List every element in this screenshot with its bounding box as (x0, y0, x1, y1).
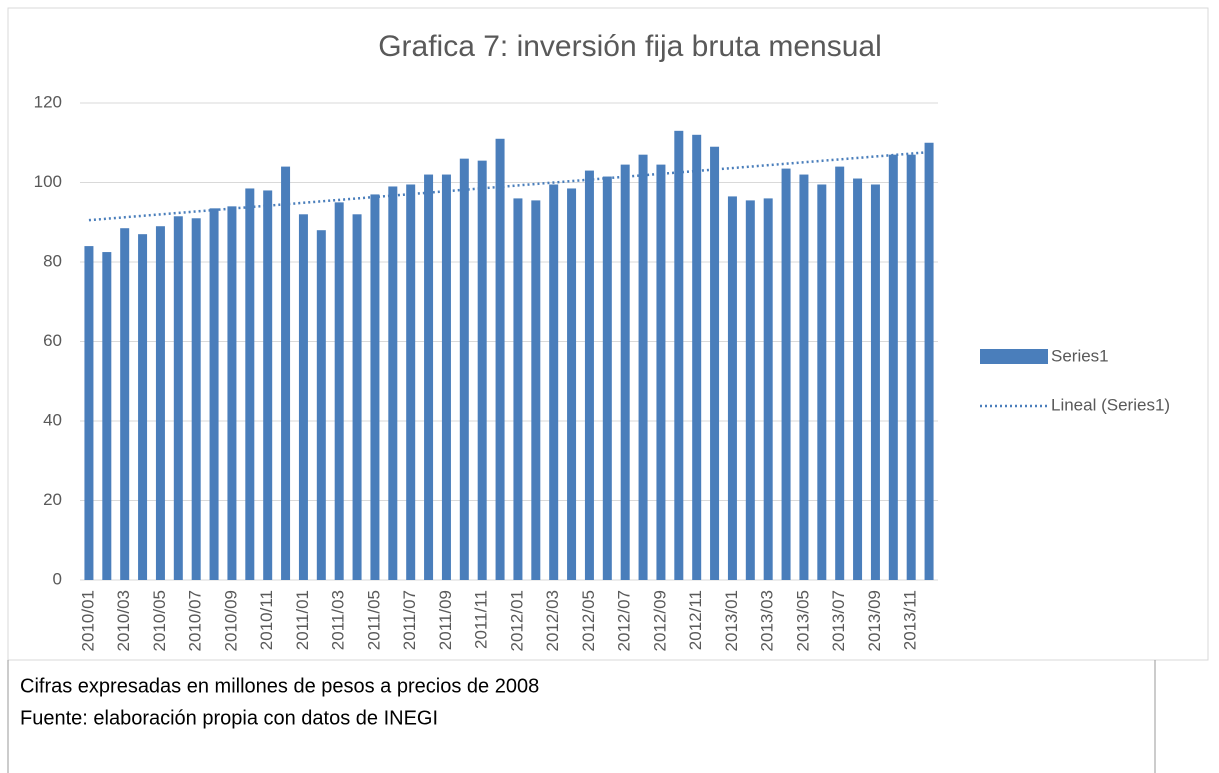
x-tick-label: 2012/07 (615, 590, 634, 651)
bar (710, 146, 720, 580)
note: Cifras expresadas en millones de pesos a… (20, 675, 539, 697)
x-tick-label: 2013/03 (758, 590, 777, 651)
bar (263, 190, 273, 580)
x-tick-label: 2010/07 (186, 590, 205, 651)
x-tick-label: 2011/01 (293, 590, 312, 650)
note: Fuente: elaboración propia con datos de … (20, 707, 438, 729)
bar (692, 134, 702, 581)
x-tick-label: 2012/01 (507, 590, 526, 651)
y-tick-label: 0 (53, 569, 62, 588)
bar (173, 216, 183, 580)
bar (870, 184, 880, 581)
bar (495, 138, 505, 580)
bar (209, 208, 219, 580)
trend-line (88, 150, 930, 222)
x-tick-label: 2011/07 (400, 590, 419, 650)
bar (155, 226, 165, 580)
bar (799, 174, 809, 581)
bar (441, 174, 451, 581)
bar (853, 178, 863, 580)
x-tick-label: 2010/11 (257, 590, 276, 650)
bar (531, 200, 541, 580)
bar (227, 206, 237, 580)
x-tick-label: 2011/11 (472, 590, 491, 649)
bar (513, 198, 523, 580)
x-tick-label: 2011/05 (364, 590, 383, 650)
legend-label: Series1 (1051, 346, 1109, 365)
x-tick-label: 2013/11 (901, 590, 920, 650)
bar (888, 154, 898, 581)
bar (459, 158, 469, 580)
bar (424, 174, 434, 581)
bar (781, 168, 791, 580)
bar (567, 188, 577, 580)
bar (602, 176, 612, 580)
bar (727, 196, 737, 580)
x-tick-label: 2013/05 (793, 590, 812, 651)
x-tick-label: 2012/05 (579, 590, 598, 651)
x-tick-label: 2013/01 (722, 590, 741, 651)
bar (138, 234, 148, 581)
bar (638, 154, 648, 581)
bar (835, 166, 845, 580)
bar (281, 166, 291, 580)
bar (674, 130, 684, 580)
y-tick-label: 80 (43, 251, 62, 270)
bar (906, 154, 916, 581)
bar (102, 252, 112, 580)
bar (316, 230, 326, 580)
x-tick-label: 2013/09 (865, 590, 884, 651)
x-tick-label: 2010/01 (78, 590, 97, 651)
x-tick-label: 2011/03 (329, 590, 348, 650)
bar (334, 202, 344, 580)
bar (352, 214, 362, 581)
x-tick-label: 2012/03 (543, 590, 562, 651)
bar (745, 200, 755, 580)
x-tick-label: 2012/11 (686, 590, 705, 650)
x-tick-label: 2010/09 (221, 590, 240, 651)
bar (620, 164, 630, 581)
x-tick-label: 2012/09 (650, 590, 669, 651)
bar (84, 246, 94, 580)
bar (388, 186, 398, 580)
y-tick-label: 20 (43, 490, 62, 509)
bar (817, 184, 827, 581)
y-tick-label: 40 (43, 410, 62, 429)
bar (120, 228, 130, 580)
x-tick-label: 2011/09 (436, 590, 455, 650)
chart-title: Grafica 7: inversión fija bruta mensual (378, 30, 882, 63)
bar (191, 218, 201, 580)
bar (245, 188, 255, 580)
bar (406, 184, 416, 581)
bar (549, 184, 559, 581)
legend-swatch (980, 349, 1048, 364)
bar (370, 194, 380, 581)
bar (584, 170, 594, 580)
bar (656, 164, 666, 581)
y-tick-label: 120 (34, 92, 62, 111)
y-tick-label: 60 (43, 331, 62, 350)
legend-label: Lineal (Series1) (1051, 395, 1170, 414)
x-tick-label: 2013/07 (829, 590, 848, 651)
bar (763, 198, 773, 580)
x-tick-label: 2010/03 (114, 590, 133, 651)
bar (477, 160, 487, 580)
bar (298, 214, 308, 581)
bar (924, 142, 934, 580)
y-tick-label: 100 (34, 172, 62, 191)
x-tick-label: 2010/05 (150, 590, 169, 651)
